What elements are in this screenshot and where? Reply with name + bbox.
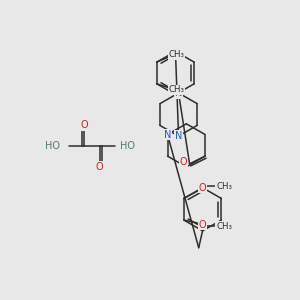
Text: O: O xyxy=(80,120,88,130)
Text: O: O xyxy=(199,220,206,230)
Text: N: N xyxy=(175,131,182,141)
Text: O: O xyxy=(96,162,103,172)
Text: N: N xyxy=(175,88,182,98)
Text: CH₃: CH₃ xyxy=(169,85,185,94)
Text: CH₃: CH₃ xyxy=(169,50,185,59)
Text: O: O xyxy=(180,157,187,167)
Text: CH₃: CH₃ xyxy=(216,182,232,191)
Text: HO: HO xyxy=(120,141,135,151)
Text: HO: HO xyxy=(45,141,60,151)
Text: O: O xyxy=(199,183,206,193)
Text: CH₃: CH₃ xyxy=(216,222,232,231)
Text: N: N xyxy=(164,130,171,140)
